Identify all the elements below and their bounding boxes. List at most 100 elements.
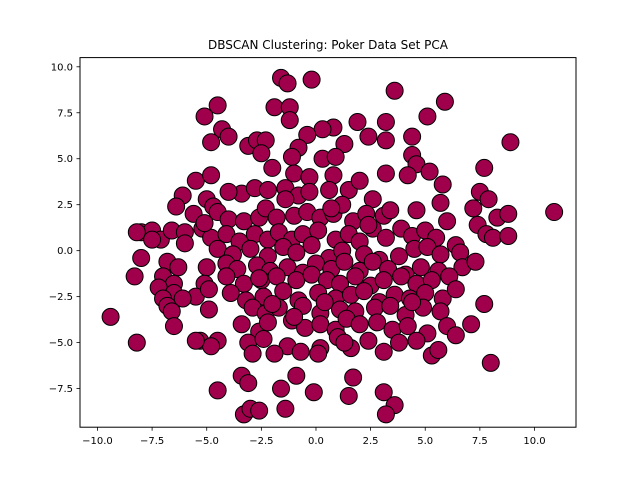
data-point	[326, 147, 345, 166]
data-point	[368, 313, 387, 332]
data-point	[125, 267, 144, 286]
data-point	[272, 379, 291, 398]
data-point	[407, 331, 426, 350]
data-point	[267, 208, 286, 227]
data-point	[381, 296, 400, 315]
data-point	[435, 92, 454, 111]
data-point	[359, 215, 378, 234]
data-point	[127, 223, 146, 242]
data-point	[431, 193, 450, 212]
data-point	[429, 340, 448, 359]
data-point	[420, 162, 439, 181]
data-point	[202, 166, 221, 185]
data-point	[376, 112, 395, 131]
data-point	[217, 267, 236, 286]
data-point	[350, 171, 369, 190]
data-point	[186, 171, 205, 190]
data-point	[202, 337, 221, 356]
data-point	[374, 271, 393, 290]
data-point	[466, 252, 485, 271]
data-point	[132, 249, 151, 268]
data-point	[243, 344, 262, 363]
x-tick-label: 10.0	[523, 436, 545, 447]
data-point	[315, 293, 334, 312]
data-point	[398, 317, 417, 336]
data-point	[258, 313, 277, 332]
y-tick-label: −7.5	[49, 384, 73, 395]
x-tick-label: −7.5	[140, 436, 164, 447]
data-point	[499, 226, 518, 245]
data-point	[344, 368, 363, 387]
data-point	[433, 175, 452, 194]
data-point	[162, 302, 181, 321]
data-point	[309, 344, 328, 363]
data-point	[298, 125, 317, 144]
y-tick-label: −2.5	[49, 292, 73, 303]
data-point	[276, 190, 295, 209]
data-point	[499, 204, 518, 223]
data-point	[407, 201, 426, 220]
data-point	[167, 197, 186, 216]
data-point	[339, 386, 358, 405]
data-point	[254, 329, 273, 348]
data-point	[446, 326, 465, 345]
data-point	[545, 203, 564, 222]
data-point	[363, 252, 382, 271]
x-axis: −10.0 −7.5 −5.0 −2.5 0.0 2.5 5.0 7.5 10.0	[82, 427, 546, 447]
data-point	[374, 342, 393, 361]
data-point	[258, 180, 277, 199]
data-point	[322, 199, 341, 218]
data-point	[411, 258, 430, 277]
x-tick-label: 7.5	[472, 436, 488, 447]
data-point	[320, 180, 339, 199]
data-point	[475, 295, 494, 313]
data-point	[302, 236, 321, 255]
x-tick-label: 2.5	[363, 436, 379, 447]
data-point	[481, 353, 500, 372]
data-point	[483, 228, 502, 247]
data-point	[164, 317, 183, 336]
data-point	[285, 164, 304, 183]
data-point	[446, 280, 465, 299]
data-point	[363, 190, 382, 209]
data-point	[197, 258, 216, 277]
data-point	[219, 210, 238, 229]
data-point	[127, 333, 146, 352]
data-point	[221, 283, 240, 302]
data-point	[451, 243, 470, 262]
data-point	[392, 267, 411, 286]
data-point	[173, 289, 192, 308]
y-tick-label: 10.0	[51, 62, 73, 73]
data-point	[199, 280, 218, 299]
data-point	[280, 111, 299, 130]
data-point	[403, 293, 422, 312]
data-point	[355, 282, 374, 301]
y-tick-label: 2.5	[57, 200, 73, 211]
data-point	[381, 201, 400, 220]
x-tick-label: −5.0	[195, 436, 219, 447]
data-point	[291, 342, 310, 361]
data-point	[143, 230, 162, 249]
data-point	[195, 214, 214, 233]
data-point	[199, 300, 218, 319]
data-point	[390, 333, 409, 352]
data-point	[169, 258, 188, 277]
data-point	[263, 158, 282, 177]
data-point	[265, 98, 284, 117]
x-tick-label: 0.0	[308, 436, 324, 447]
data-point	[462, 315, 481, 334]
data-point	[390, 247, 409, 266]
data-point	[208, 239, 227, 258]
data-point	[431, 302, 450, 321]
data-point	[202, 133, 221, 152]
data-point	[287, 243, 306, 262]
data-point	[376, 405, 395, 424]
data-point	[348, 112, 367, 131]
chart-title: DBSCAN Clustering: Poker Data Set PCA	[208, 38, 449, 52]
data-point	[175, 234, 194, 253]
data-point	[374, 383, 393, 402]
points-layer	[101, 68, 564, 424]
